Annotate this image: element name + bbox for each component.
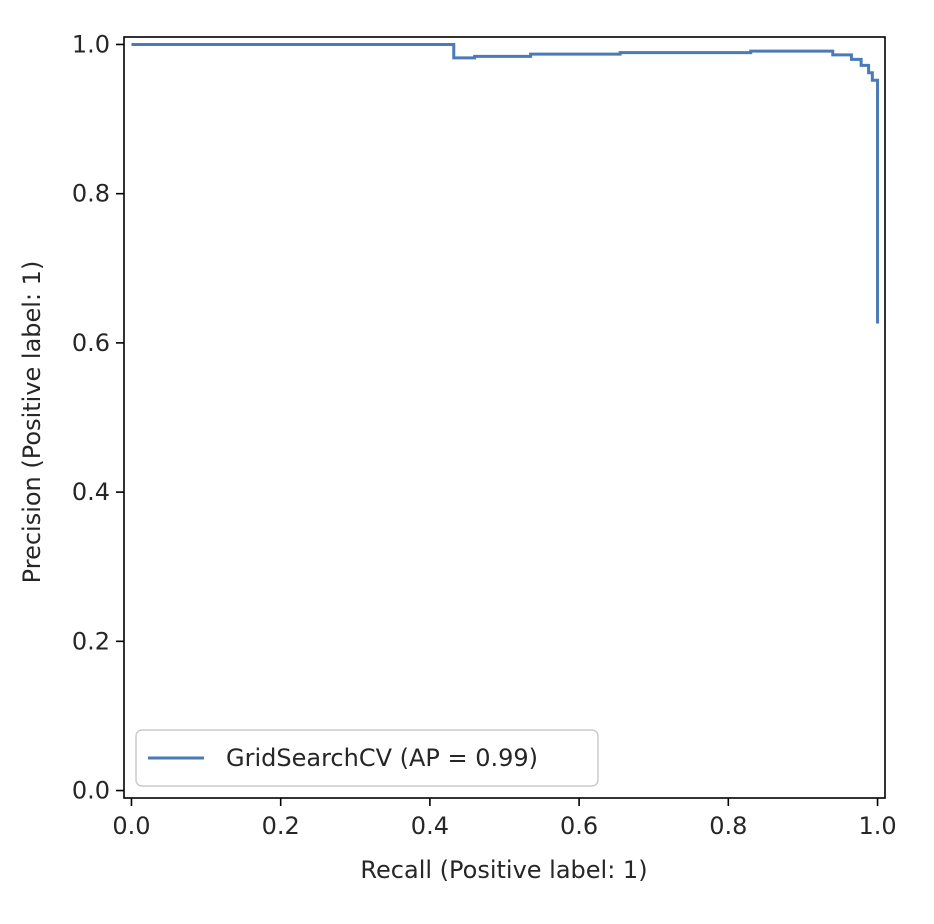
legend-frame xyxy=(135,729,599,787)
plot-frame xyxy=(123,36,886,799)
x-tick-label: 0.6 xyxy=(560,812,598,840)
x-tick-label: 0.4 xyxy=(411,812,449,840)
plot-area xyxy=(124,37,885,798)
y-axis-ticks: 0.0 0.2 0.4 0.6 0.8 1.0 xyxy=(72,30,124,805)
series-line-0 xyxy=(131,42,880,324)
y-tick-label: 0.8 xyxy=(72,180,110,208)
y-tick-label: 1.0 xyxy=(72,30,110,58)
x-tick-label: 1.0 xyxy=(858,812,896,840)
x-tick-label: 0.0 xyxy=(112,812,150,840)
y-tick-label: 0.0 xyxy=(72,777,110,805)
y-tick-label: 0.6 xyxy=(72,329,110,357)
y-tick-label: 0.4 xyxy=(72,478,110,506)
x-axis-ticks: 0.0 0.2 0.4 0.6 0.8 1.0 xyxy=(112,798,897,840)
x-tick-label: 0.2 xyxy=(262,812,300,840)
series-layer xyxy=(131,42,880,324)
y-tick-label: 0.2 xyxy=(72,627,110,655)
x-axis-label: Recall (Positive label: 1) xyxy=(360,856,647,884)
legend-label: GridSearchCV (AP = 0.99) xyxy=(226,744,538,772)
legend: GridSearchCV (AP = 0.99) xyxy=(135,729,599,787)
y-axis-label: Precision (Positive label: 1) xyxy=(18,261,46,584)
x-tick-label: 0.8 xyxy=(709,812,747,840)
